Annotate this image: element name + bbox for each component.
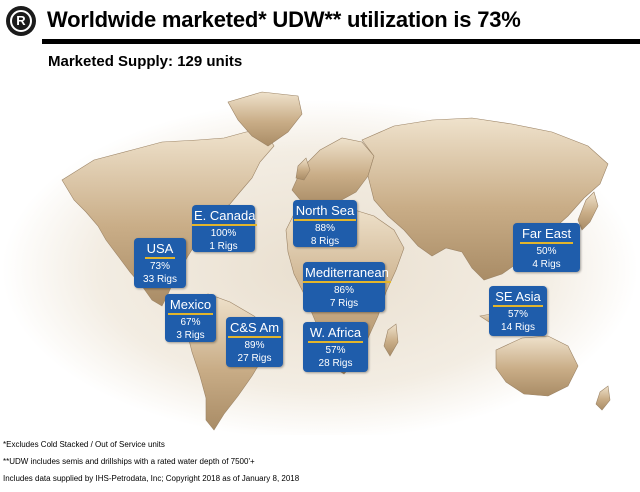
region-utilization: 86%: [333, 285, 354, 296]
logo-ring: [10, 10, 32, 32]
world-map-graphic: [2, 91, 638, 435]
region-box-north-sea: North Sea 88% 8 Rigs: [293, 200, 357, 247]
footnote-cold-stacked: *Excludes Cold Stacked / Out of Service …: [3, 440, 165, 449]
title-divider: [42, 39, 640, 44]
madagascar-land: [383, 323, 399, 357]
region-box-usa: USA 73% 33 Rigs: [134, 238, 186, 288]
footnotes: *Excludes Cold Stacked / Out of Service …: [3, 440, 299, 491]
greenland-land: [227, 91, 303, 147]
region-utilization: 100%: [210, 228, 237, 239]
region-utilization: 67%: [180, 317, 201, 328]
page-title: Worldwide marketed* UDW** utilization is…: [47, 7, 521, 32]
region-box-w-africa: W. Africa 57% 28 Rigs: [303, 322, 368, 372]
region-name: W. Africa: [307, 325, 364, 343]
region-name: SE Asia: [493, 289, 543, 307]
footnote-udw-definition: **UDW includes semis and drillships with…: [3, 457, 255, 466]
region-name: E. Canada: [192, 208, 258, 226]
new-zealand-land: [595, 385, 611, 411]
region-rigs: 28 Rigs: [318, 358, 353, 369]
region-box-mexico: Mexico 67% 3 Rigs: [165, 294, 216, 342]
region-name: Mexico: [167, 297, 214, 315]
region-rigs: 8 Rigs: [310, 236, 340, 247]
company-logo: R: [6, 6, 36, 36]
region-box-e-canada: E. Canada 100% 1 Rigs: [192, 205, 258, 252]
world-map: [2, 80, 640, 435]
region-box-cs-am: C&S Am 89% 27 Rigs: [226, 317, 283, 367]
logo-letter: R: [16, 13, 26, 28]
region-name: C&S Am: [227, 320, 282, 338]
region-rigs: 14 Rigs: [501, 322, 535, 333]
region-rigs: 33 Rigs: [143, 274, 177, 285]
region-utilization: 57%: [325, 345, 346, 356]
region-name: USA: [144, 241, 176, 259]
region-utilization: 73%: [149, 261, 170, 272]
uk-land: [295, 157, 311, 181]
region-name: Mediterranean: [303, 265, 391, 283]
region-rigs: 7 Rigs: [329, 298, 359, 309]
region-box-se-asia: SE Asia 57% 14 Rigs: [489, 286, 547, 336]
region-utilization: 89%: [244, 340, 265, 351]
region-rigs: 1 Rigs: [209, 241, 238, 252]
region-utilization: 57%: [507, 309, 528, 320]
region-name: North Sea: [293, 203, 357, 221]
marketed-supply-subtitle: Marketed Supply: 129 units: [48, 53, 243, 70]
region-utilization: 88%: [314, 223, 335, 234]
footnote-data-source: Includes data supplied by IHS-Petrodata,…: [3, 474, 300, 483]
japan-land: [577, 191, 599, 231]
region-box-mediterranean: Mediterranean 86% 7 Rigs: [303, 262, 391, 312]
region-box-far-east: Far East 50% 4 Rigs: [513, 223, 580, 272]
australia-land: [495, 335, 579, 397]
region-rigs: 3 Rigs: [176, 330, 205, 341]
region-rigs: 4 Rigs: [532, 259, 561, 270]
region-name: Far East: [519, 226, 574, 244]
region-utilization: 50%: [536, 246, 557, 257]
region-rigs: 27 Rigs: [237, 353, 272, 364]
